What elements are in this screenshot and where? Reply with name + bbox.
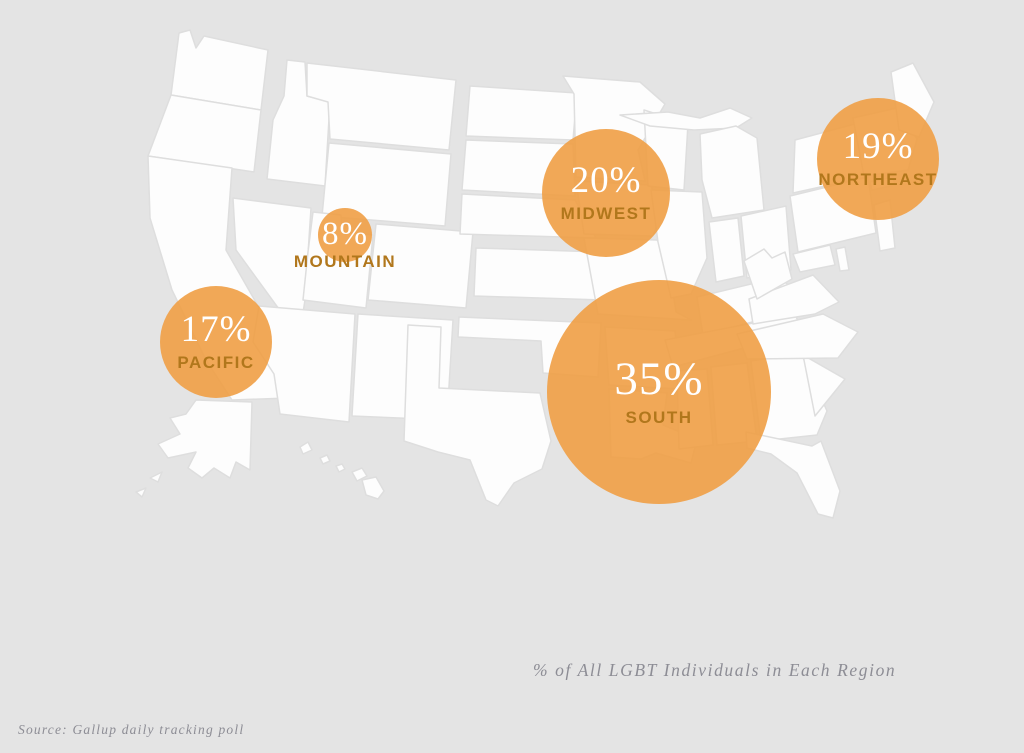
bubble-mountain: 8% MOUNTAIN xyxy=(294,208,395,271)
bubble-value: 17% xyxy=(180,309,252,351)
bubble-label: PACIFIC xyxy=(177,352,255,372)
bubble-label: NORTHEAST xyxy=(818,169,938,189)
bubble-label: MOUNTAIN xyxy=(293,252,397,271)
bubble-value: 8% xyxy=(322,216,368,253)
bubble-south: 35% SOUTH xyxy=(547,280,771,504)
bubble-label: SOUTH xyxy=(625,407,693,427)
bubble-label: MIDWEST xyxy=(560,203,652,223)
bubble-pacific: 17% PACIFIC xyxy=(160,286,272,398)
bubble-midwest: 20% MIDWEST xyxy=(542,129,670,257)
bubble-value: 19% xyxy=(842,126,914,168)
bubble-value: 20% xyxy=(570,160,642,202)
bubble-value: 35% xyxy=(614,353,704,406)
bubble-northeast: 19% NORTHEAST xyxy=(817,98,939,220)
chart-caption: % of All LGBT Individuals in Each Region xyxy=(533,660,897,680)
source-note: Source: Gallup daily tracking poll xyxy=(18,722,245,737)
